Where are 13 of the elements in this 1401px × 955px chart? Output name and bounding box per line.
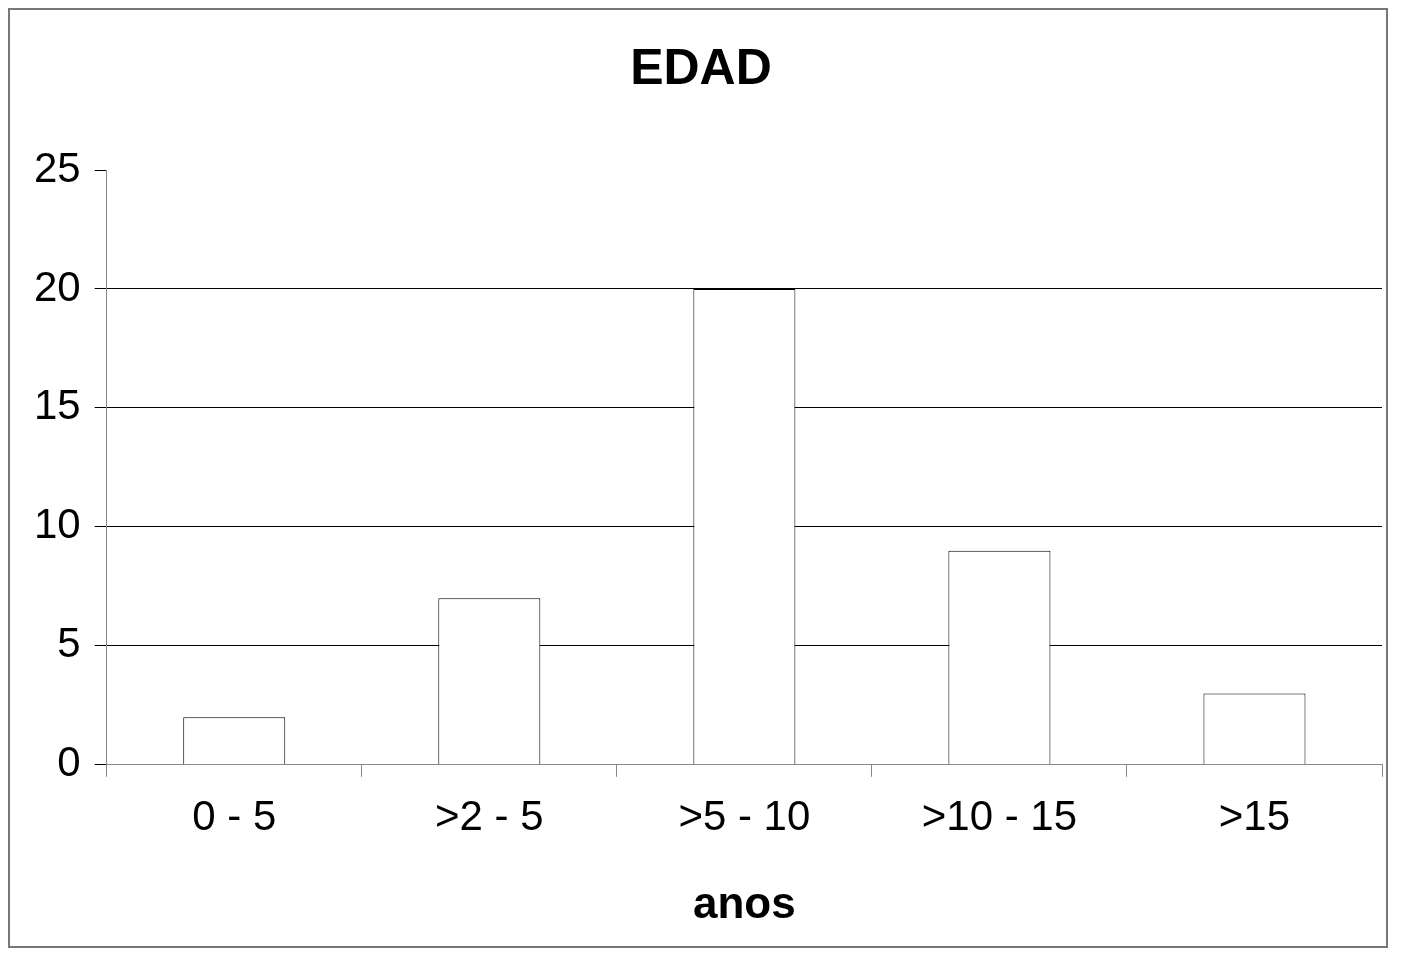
x-tick-label: >15	[1218, 791, 1291, 839]
y-tick-label: 0	[57, 738, 81, 786]
y-tick-label: 10	[34, 500, 81, 548]
y-tick-label: 5	[57, 619, 81, 667]
y-tick-label: 25	[34, 143, 81, 191]
x-tick-label: >5 - 10	[678, 791, 811, 839]
chart-title: EDAD	[630, 38, 772, 95]
x-tick-label: 0 - 5	[192, 791, 277, 839]
y-tick-label: 15	[34, 381, 81, 429]
x-tick-label: >10 - 15	[921, 791, 1078, 839]
x-tick-label: >2 - 5	[435, 791, 544, 839]
y-tick-label: 20	[34, 262, 81, 310]
x-axis-title: anos	[693, 877, 796, 927]
